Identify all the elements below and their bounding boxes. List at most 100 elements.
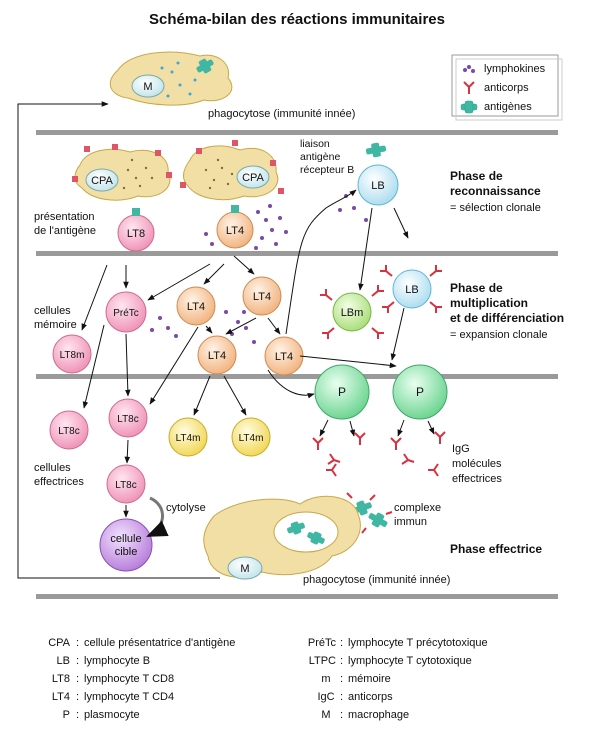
glossary-abbr-3: LT4 <box>52 691 70 703</box>
plasmocyte-2: P <box>392 364 448 420</box>
phase-multi-sub: = expansion clonale <box>450 329 548 341</box>
cpa-left-label: CPA <box>91 175 113 187</box>
legend-anticorps: anticorps <box>484 82 529 94</box>
lt8m-label: LT8m <box>60 350 85 361</box>
complexe-text-1: complexe <box>394 502 441 514</box>
lbm-cell: LBm <box>320 285 384 339</box>
macrophage-top: M <box>109 51 233 106</box>
cpa-cell-left: CPA <box>72 144 172 201</box>
svg-text::: : <box>76 691 79 703</box>
lt4m-2-label: LT4m <box>239 433 264 444</box>
lt8c-2-label: LT8c <box>117 414 139 425</box>
phase-effectrice: Phase effectrice <box>450 542 542 556</box>
legend-antigenes: antigènes <box>484 101 532 113</box>
divider-4 <box>36 594 558 599</box>
igg-text-3: effectrices <box>452 473 502 485</box>
lb-reco-label: LB <box>371 180 384 192</box>
lt4-reco-label: LT4 <box>226 225 244 237</box>
phase-multi-2: multiplication <box>450 296 528 310</box>
phase-multi-1: Phase de <box>450 281 503 295</box>
svg-text::: : <box>340 673 343 685</box>
plasmocyte-1-label: P <box>338 385 346 399</box>
svg-text::: : <box>76 655 79 667</box>
antigen-icon <box>460 100 478 114</box>
target-cell: cellule cible <box>99 518 153 572</box>
phagocytose-top-text: phagocytose (immunité innée) <box>208 108 355 120</box>
lt4-m1-label: LT4 <box>187 301 205 313</box>
macrophage-bottom: M <box>203 495 361 580</box>
glossary-abbr-1: LB <box>57 655 70 667</box>
svg-text::: : <box>340 655 343 667</box>
antibody-icon <box>463 81 475 94</box>
lt4-m3-label: LT4 <box>208 350 226 362</box>
glossary-sep-0: : <box>76 637 79 649</box>
divider-1 <box>36 130 558 135</box>
glossary-def-3: lymphocyte T CD4 <box>84 691 174 703</box>
igg-antibodies <box>312 431 446 477</box>
divider-2 <box>36 251 558 256</box>
phase-reco-2: reconnaissance <box>450 184 541 198</box>
phase-multi-3: et de différenciation <box>450 311 564 325</box>
phase-reco-sub: = sélection clonale <box>450 202 541 214</box>
glossary-abbr-4: P <box>63 709 70 721</box>
pretc-cell: PréTc <box>105 291 147 333</box>
lt8m-cell: LT8m <box>52 334 92 374</box>
glossary-def-2: lymphocyte T CD8 <box>84 673 174 685</box>
lt4-m2-label: LT4 <box>253 291 271 303</box>
cellules-effectrices-1: cellules <box>34 462 71 474</box>
flow-arrows <box>81 189 435 518</box>
diagram-title: Schéma-bilan des réactions immunitaires <box>149 11 445 28</box>
lt8c-cell-1: LT8c <box>49 410 89 450</box>
igg-text-1: IgG <box>452 443 470 455</box>
lt4-cell-m2: LT4 <box>242 276 282 316</box>
cible-label-1: cellule <box>110 533 141 545</box>
lbm-label: LBm <box>341 307 364 319</box>
lt8c-cell-3: LT8c <box>106 464 146 504</box>
lb-cell-reco: LB <box>357 142 399 206</box>
liaison-3: récepteur B <box>300 164 354 176</box>
lb-cell-multi: LB <box>380 265 442 313</box>
lb-multi-label: LB <box>405 284 418 296</box>
cpa-right-label: CPA <box>242 172 264 184</box>
cpa-cell-right: CPA <box>180 140 284 201</box>
macrophage-bottom-label: M <box>240 563 249 575</box>
glossary-abbr-7: m <box>321 673 330 685</box>
lt8c-3-label: LT8c <box>115 480 137 491</box>
divider-3 <box>36 374 558 379</box>
glossary-def-6: lymphocyte T cytotoxique <box>348 655 472 667</box>
lt4-cell-m1: LT4 <box>176 286 216 326</box>
phagocytose-bottom-text: phagocytose (immunité innée) <box>303 574 450 586</box>
lt8c-cell-2: LT8c <box>108 398 148 438</box>
macrophage-top-label: M <box>143 81 152 93</box>
liaison-2: antigène <box>300 151 340 163</box>
phase-reco-1: Phase de <box>450 169 503 183</box>
lt4-cell-m4: LT4 <box>264 336 304 376</box>
plasmocyte-2-label: P <box>416 385 424 399</box>
cytolyse-text: cytolyse <box>166 502 206 514</box>
glossary-abbr-8: IgC <box>317 691 334 703</box>
svg-text::: : <box>340 637 343 649</box>
glossary-abbr-0: CPA <box>48 637 70 649</box>
lt4m-1-label: LT4m <box>176 433 201 444</box>
lt4m-cell-2: LT4m <box>231 417 271 457</box>
plasmocyte-1: P <box>314 364 370 420</box>
svg-text::: : <box>76 709 79 721</box>
lt4m-cell-1: LT4m <box>168 417 208 457</box>
cellules-memoire-1: cellules <box>34 305 71 317</box>
lt4-cell-reco: LT4 <box>216 205 254 249</box>
glossary-abbr-5: PréTc <box>308 637 337 649</box>
legend-lymphokines: lymphokines <box>484 63 546 75</box>
feedback-arrow <box>17 101 220 579</box>
glossary-def-1: lymphocyte B <box>84 655 150 667</box>
svg-text::: : <box>340 691 343 703</box>
glossary-def-5: lymphocyte T précytotoxique <box>348 637 488 649</box>
cellules-memoire-2: mémoire <box>34 319 77 331</box>
glossary-def-8: anticorps <box>348 691 393 703</box>
glossary-abbr-2: LT8 <box>52 673 70 685</box>
lt4-m4-label: LT4 <box>275 351 293 363</box>
lt8-label: LT8 <box>127 228 145 240</box>
pretc-label: PréTc <box>113 308 139 319</box>
lymphokine-icon <box>467 65 471 69</box>
svg-text::: : <box>340 709 343 721</box>
